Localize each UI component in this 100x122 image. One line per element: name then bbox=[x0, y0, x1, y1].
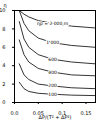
svg-text:600: 600 bbox=[48, 57, 57, 62]
svg-text:0.15: 0.15 bbox=[80, 110, 91, 116]
svg-text:6: 6 bbox=[2, 44, 5, 50]
svg-text:100: 100 bbox=[48, 92, 57, 97]
svg-text:ηp = 2 000 m: ηp = 2 000 m bbox=[37, 21, 68, 26]
svg-text:4: 4 bbox=[2, 62, 5, 68]
svg-text:2: 2 bbox=[2, 81, 5, 87]
svg-text:400: 400 bbox=[48, 70, 57, 75]
svg-text:8: 8 bbox=[2, 26, 5, 32]
svg-text:1 000: 1 000 bbox=[46, 40, 59, 45]
svg-text:0: 0 bbox=[2, 99, 5, 105]
svg-text:ΔP/(T² + ΔP²): ΔP/(T² + ΔP²) bbox=[39, 114, 72, 120]
svg-text:200: 200 bbox=[48, 83, 57, 88]
svg-text:0.0: 0.0 bbox=[11, 110, 19, 116]
svg-text:η: η bbox=[4, 2, 7, 9]
